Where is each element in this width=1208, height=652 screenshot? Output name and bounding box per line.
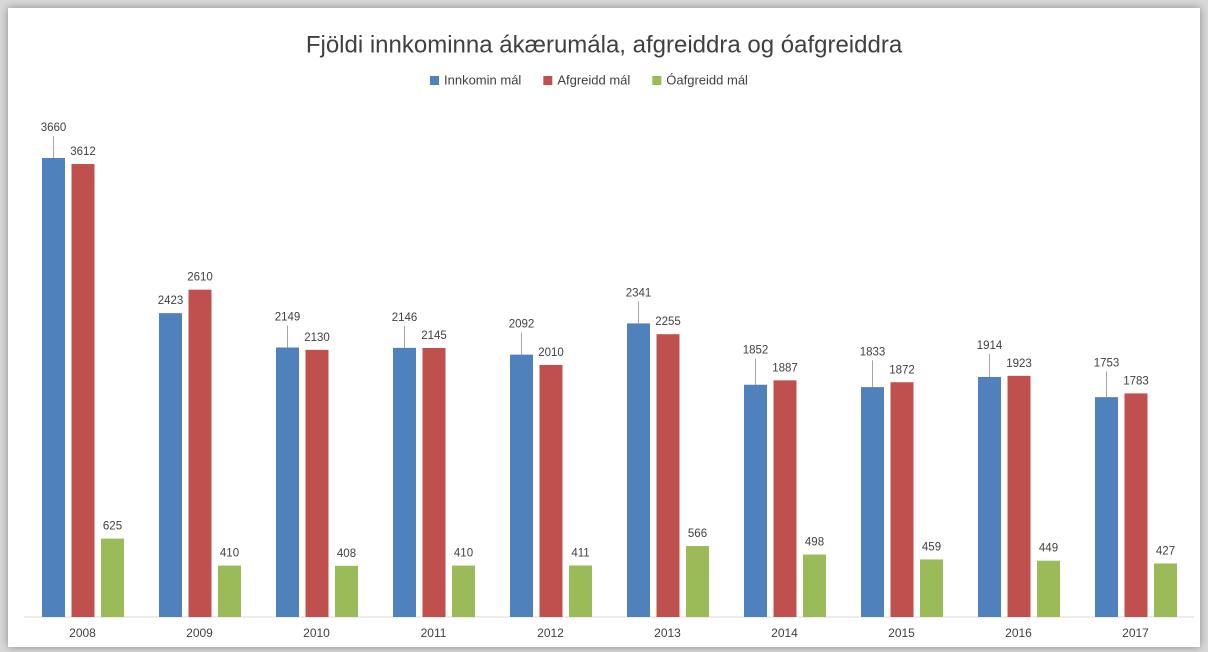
bar bbox=[335, 565, 358, 617]
bar bbox=[978, 376, 1001, 617]
data-label: 2341 bbox=[626, 287, 652, 299]
bar bbox=[1124, 393, 1148, 617]
bar bbox=[510, 354, 533, 617]
bar bbox=[188, 289, 212, 617]
bar bbox=[686, 546, 709, 617]
data-label: 410 bbox=[454, 548, 473, 560]
bar bbox=[539, 364, 563, 617]
x-tick-label: 2011 bbox=[421, 626, 447, 640]
x-tick-label: 2009 bbox=[186, 626, 213, 640]
bar bbox=[305, 349, 329, 617]
bar bbox=[218, 565, 241, 617]
data-label: 2423 bbox=[158, 295, 184, 307]
data-label: 1753 bbox=[1094, 357, 1120, 369]
data-label: 411 bbox=[571, 547, 589, 559]
bar bbox=[569, 565, 592, 617]
x-tick-label: 2010 bbox=[303, 626, 330, 640]
bar bbox=[920, 559, 943, 617]
bar bbox=[1037, 560, 1060, 617]
bar bbox=[861, 387, 884, 617]
legend-swatch bbox=[652, 76, 662, 85]
legend-swatch bbox=[543, 76, 553, 85]
data-label: 2146 bbox=[392, 312, 418, 324]
bar bbox=[276, 347, 299, 617]
x-tick-label: 2017 bbox=[1122, 626, 1149, 640]
data-label: 498 bbox=[805, 537, 824, 549]
bar bbox=[1095, 397, 1118, 617]
data-label: 2092 bbox=[509, 319, 535, 331]
x-tick-label: 2015 bbox=[888, 626, 915, 640]
legend-swatch bbox=[430, 76, 439, 85]
bar bbox=[393, 347, 416, 617]
data-label: 449 bbox=[1039, 543, 1058, 555]
data-label: 459 bbox=[922, 541, 941, 553]
data-label: 2610 bbox=[187, 272, 213, 284]
bar bbox=[42, 158, 65, 617]
data-label: 1783 bbox=[1123, 375, 1149, 387]
data-label: 1872 bbox=[889, 364, 915, 376]
data-label: 1887 bbox=[772, 362, 798, 374]
bar bbox=[159, 313, 182, 617]
bar bbox=[452, 565, 475, 617]
legend: Innkomin mál Afgreidd mál Óafgreidd mál bbox=[430, 72, 748, 87]
chart: Fjöldi innkominna ákærumála, afgreiddra … bbox=[24, 31, 1194, 640]
bar bbox=[744, 384, 767, 617]
legend-label: Innkomin mál bbox=[444, 72, 521, 87]
bar bbox=[1007, 375, 1031, 617]
bar bbox=[656, 334, 680, 617]
data-label: 2149 bbox=[275, 312, 301, 324]
data-label: 1923 bbox=[1006, 358, 1032, 370]
data-label: 1852 bbox=[743, 344, 769, 356]
bar bbox=[1154, 563, 1177, 617]
chart-title: Fjöldi innkominna ákærumála, afgreiddra … bbox=[306, 31, 903, 58]
x-tick-label: 2008 bbox=[69, 626, 96, 640]
data-label: 2255 bbox=[655, 316, 681, 328]
data-label: 3612 bbox=[70, 146, 96, 158]
x-tick-label: 2016 bbox=[1005, 626, 1032, 640]
data-label: 1914 bbox=[977, 340, 1003, 352]
chart-frame: Fjöldi innkominna ákærumála, afgreiddra … bbox=[8, 8, 1200, 647]
x-tick-label: 2014 bbox=[771, 626, 798, 640]
x-tick-label: 2013 bbox=[654, 626, 681, 640]
bar bbox=[890, 382, 914, 617]
x-tick-label: 2012 bbox=[537, 626, 564, 640]
data-label: 2130 bbox=[304, 332, 330, 344]
bar bbox=[803, 554, 826, 617]
data-label: 3660 bbox=[41, 122, 67, 134]
bar bbox=[627, 323, 650, 617]
data-label: 410 bbox=[220, 548, 239, 560]
bar bbox=[422, 347, 446, 617]
legend-label: Afgreidd mál bbox=[557, 72, 630, 87]
data-label: 408 bbox=[337, 548, 356, 560]
data-label: 427 bbox=[1156, 545, 1175, 557]
data-label: 2145 bbox=[421, 330, 447, 342]
bar bbox=[71, 164, 95, 618]
data-label: 1833 bbox=[860, 346, 886, 358]
data-label: 625 bbox=[103, 521, 122, 533]
legend-label: Óafgreidd mál bbox=[666, 72, 748, 87]
data-label: 2010 bbox=[538, 347, 564, 359]
bar bbox=[773, 380, 797, 617]
data-label: 566 bbox=[688, 528, 707, 540]
bar bbox=[101, 538, 124, 617]
